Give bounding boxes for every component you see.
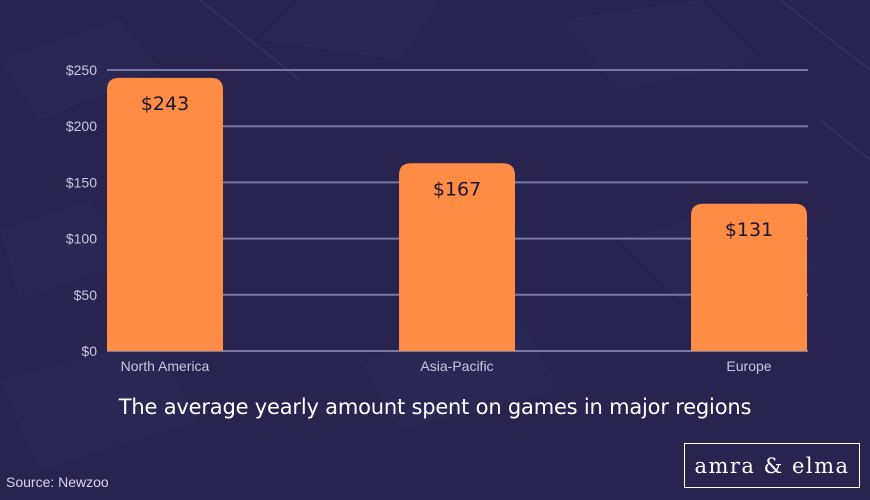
bar [691,203,807,351]
y-tick-label: $150 [66,174,97,190]
bar [107,77,223,352]
category-labels: North America Asia-Pacific Europe [121,358,772,374]
y-tick-label: $200 [66,118,97,134]
bar-value-label: $167 [433,178,481,200]
y-axis-ticks: $0 $50 $100 $150 $200 $250 [66,62,97,359]
y-tick-label: $250 [66,62,97,78]
bar-value-label: $243 [141,93,189,115]
y-tick-label: $100 [66,231,97,247]
y-tick-label: $0 [81,343,97,359]
bar [399,163,515,351]
brand-logo: amra & elma [684,443,860,488]
chart-title: The average yearly amount spent on games… [118,395,752,419]
y-tick-label: $50 [74,287,98,303]
category-label: Asia-Pacific [420,358,493,374]
category-label: Europe [726,358,771,374]
category-label: North America [121,358,210,374]
bar-value-label: $131 [725,219,773,241]
bars: $243 $167 $131 [107,77,807,352]
source-note: Source: Newzoo [6,474,109,490]
